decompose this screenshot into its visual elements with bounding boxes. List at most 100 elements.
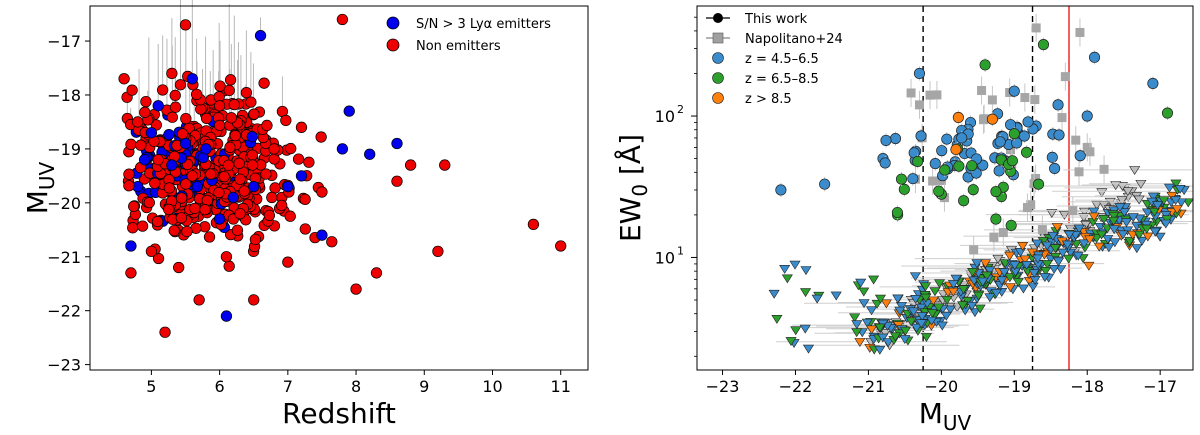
left-point-emitter <box>213 213 226 225</box>
right-point-upper-limit <box>957 301 969 311</box>
left-point-non-emitter <box>240 87 253 99</box>
left-point-non-emitter <box>152 154 164 166</box>
right-y-tick-exponent: 1 <box>677 244 684 257</box>
right-point-upper-limit <box>799 324 811 334</box>
right-legend-label-z85: z > 8.5 <box>745 92 792 107</box>
right-point-z85 <box>952 111 964 124</box>
right-point-upper-limit <box>933 303 945 313</box>
right-point-upper-limit <box>940 311 952 321</box>
right-point-z65 <box>933 185 945 197</box>
left-point-non-emitter <box>143 196 155 209</box>
right-point-napolitano <box>1075 27 1085 37</box>
left-x-ticks: 5 6 7 8 9 10 11 <box>146 370 571 396</box>
right-point-napolitano-limit <box>1058 210 1070 220</box>
right-point-upper-limit <box>861 318 873 328</box>
right-point-napolitano <box>1085 147 1095 157</box>
right-point-upper-limit <box>961 297 974 306</box>
left-point-non-emitter <box>213 186 225 199</box>
left-point-non-emitter <box>295 121 308 133</box>
left-point-non-emitter <box>169 89 181 102</box>
right-point-z45 <box>1052 99 1064 111</box>
right-legend-marker-z45 <box>712 52 724 64</box>
right-y-tick-exponent: 2 <box>677 103 684 116</box>
right-point-upper-limit <box>984 266 996 276</box>
right-point-z65 <box>912 155 924 168</box>
left-x-tick-label: 7 <box>283 377 293 396</box>
left-point-non-emitter <box>246 159 259 171</box>
right-point-napolitano <box>1071 135 1081 145</box>
right-point-upper-limit <box>1148 207 1160 217</box>
right-point-z85 <box>950 143 962 156</box>
right-point-upper-limit <box>1108 216 1120 226</box>
left-point-emitter <box>336 143 349 155</box>
left-point-emitter <box>166 159 178 171</box>
right-point-upper-limit <box>1158 196 1170 206</box>
right-point-upper-limit <box>911 323 923 333</box>
left-point-non-emitter <box>166 67 178 80</box>
left-point-non-emitter <box>276 199 288 212</box>
left-point-non-emitter <box>315 131 327 143</box>
right-point-upper-limit <box>1182 198 1194 208</box>
right-point-upper-limit <box>919 282 932 292</box>
left-point-non-emitter <box>268 143 280 155</box>
left-point-non-emitter <box>292 153 305 165</box>
left-point-non-emitter <box>280 114 292 127</box>
right-point-upper-limit <box>781 274 793 284</box>
right-point-z45 <box>879 157 891 169</box>
right-point-napolitano <box>925 90 935 100</box>
right-point-z45 <box>1008 85 1020 97</box>
right-point-upper-limit <box>1109 238 1121 248</box>
right-point-z45 <box>993 165 1005 177</box>
right-point-upper-limit <box>1136 236 1148 246</box>
right-point-upper-limit <box>1152 201 1164 211</box>
left-x-tick-label: 8 <box>351 377 361 396</box>
left-y-tick-label: −17 <box>47 32 81 51</box>
right-point-upper-limit <box>1163 183 1176 193</box>
left-point-non-emitter <box>222 159 235 171</box>
right-point-z45 <box>936 145 948 157</box>
left-y-tick-label: −21 <box>47 248 81 267</box>
right-point-z45 <box>929 158 941 170</box>
left-point-non-emitter <box>260 168 272 180</box>
left-point-non-emitter <box>126 84 138 96</box>
right-point-upper-limit <box>1070 240 1082 250</box>
right-point-napolitano <box>928 176 938 186</box>
right-point-napolitano <box>989 232 999 242</box>
left-point-non-emitter <box>350 283 362 295</box>
left-point-non-emitter <box>180 178 192 190</box>
right-point-upper-limit <box>1127 213 1139 223</box>
right-point-napolitano-limit <box>1129 166 1141 175</box>
left-point-non-emitter <box>169 101 182 113</box>
right-point-upper-limit <box>927 296 939 306</box>
right-point-z45 <box>915 130 927 142</box>
right-point-upper-limit <box>880 299 892 309</box>
right-point-upper-limit <box>1028 269 1040 279</box>
left-point-non-emitter <box>175 192 188 204</box>
right-point-z45 <box>775 184 787 196</box>
right-point-upper-limit <box>854 338 866 347</box>
left-y-axis-label: MUV <box>21 161 59 214</box>
right-x-tick-label: −21 <box>852 377 886 396</box>
right-point-upper-limit <box>1047 231 1059 241</box>
left-point-non-emitter <box>173 261 185 274</box>
left-point-non-emitter <box>245 96 257 108</box>
right-point-z45 <box>1081 110 1093 122</box>
right-point-napolitano-limit <box>1078 213 1090 223</box>
right-point-napolitano-limit <box>1091 200 1103 210</box>
right-point-upper-limit <box>944 305 956 315</box>
left-y-tick-label: −18 <box>47 86 81 105</box>
left-point-non-emitter <box>282 256 294 268</box>
left-point-non-emitter <box>269 182 281 194</box>
right-point-z85 <box>986 113 998 125</box>
right-data-points <box>768 13 1194 355</box>
right-legend-label-napolitano: Napolitano+24 <box>745 32 843 47</box>
right-x-label-sub: UV <box>943 411 972 435</box>
left-point-non-emitter <box>220 251 233 263</box>
right-point-upper-limit <box>1004 251 1016 261</box>
right-point-upper-limit <box>1160 219 1172 229</box>
left-point-non-emitter <box>223 260 235 272</box>
left-point-non-emitter <box>231 224 244 236</box>
right-legend-marker-napolitano <box>712 32 724 44</box>
left-point-non-emitter <box>299 223 311 235</box>
right-point-z65 <box>891 206 903 219</box>
